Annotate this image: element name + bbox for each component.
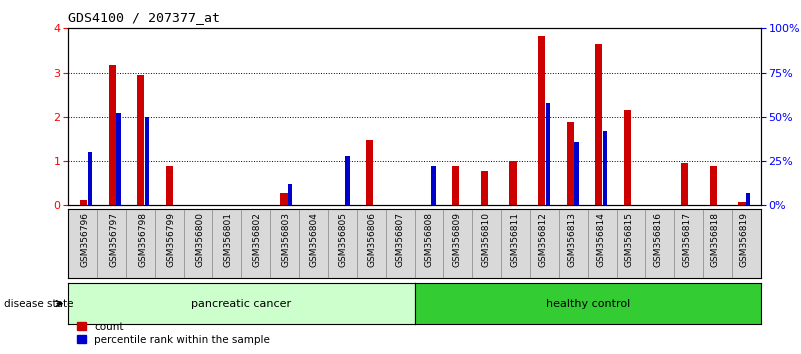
Bar	[747, 193, 751, 205]
Text: GSM356819: GSM356819	[739, 212, 748, 267]
Bar	[280, 193, 288, 205]
Bar	[566, 122, 574, 205]
Text: GSM356817: GSM356817	[682, 212, 691, 267]
Bar	[710, 166, 717, 205]
Text: GSM356803: GSM356803	[281, 212, 290, 267]
Text: GSM356801: GSM356801	[224, 212, 233, 267]
Text: GSM356808: GSM356808	[425, 212, 433, 267]
Text: GSM356809: GSM356809	[453, 212, 462, 267]
Text: GSM356813: GSM356813	[567, 212, 577, 267]
Text: GSM356798: GSM356798	[138, 212, 147, 267]
Text: pancreatic cancer: pancreatic cancer	[191, 298, 292, 309]
Text: GSM356797: GSM356797	[110, 212, 119, 267]
Bar	[545, 103, 550, 205]
Text: GSM356812: GSM356812	[539, 212, 548, 267]
Text: GSM356800: GSM356800	[195, 212, 204, 267]
Text: GSM356807: GSM356807	[396, 212, 405, 267]
Bar	[431, 166, 436, 205]
Text: GSM356804: GSM356804	[310, 212, 319, 267]
Bar	[137, 75, 144, 205]
Bar	[681, 163, 688, 205]
Bar	[116, 113, 121, 205]
Text: GSM356816: GSM356816	[654, 212, 662, 267]
Text: GSM356799: GSM356799	[167, 212, 175, 267]
Text: disease state: disease state	[4, 298, 74, 309]
Text: GSM356818: GSM356818	[710, 212, 719, 267]
Text: GSM356796: GSM356796	[81, 212, 90, 267]
Bar	[624, 110, 631, 205]
Bar	[574, 142, 578, 205]
Bar	[87, 152, 92, 205]
Text: GSM356815: GSM356815	[625, 212, 634, 267]
Bar	[538, 36, 545, 205]
Bar	[345, 156, 350, 205]
Bar	[603, 131, 607, 205]
Bar	[453, 166, 459, 205]
Text: healthy control: healthy control	[545, 298, 630, 309]
Text: GSM356802: GSM356802	[252, 212, 262, 267]
Bar	[509, 161, 517, 205]
Text: GSM356811: GSM356811	[510, 212, 519, 267]
Bar	[595, 44, 602, 205]
Bar	[80, 200, 87, 205]
Bar	[366, 140, 373, 205]
Bar	[166, 166, 173, 205]
Legend: count, percentile rank within the sample: count, percentile rank within the sample	[74, 317, 274, 349]
Text: GSM356814: GSM356814	[596, 212, 605, 267]
Text: GSM356805: GSM356805	[339, 212, 348, 267]
Bar	[145, 117, 149, 205]
Bar	[739, 202, 746, 205]
Bar	[288, 184, 292, 205]
Text: GDS4100 / 207377_at: GDS4100 / 207377_at	[68, 11, 220, 24]
Text: GSM356806: GSM356806	[367, 212, 376, 267]
Bar	[481, 171, 488, 205]
Text: GSM356810: GSM356810	[481, 212, 490, 267]
Bar	[109, 65, 116, 205]
